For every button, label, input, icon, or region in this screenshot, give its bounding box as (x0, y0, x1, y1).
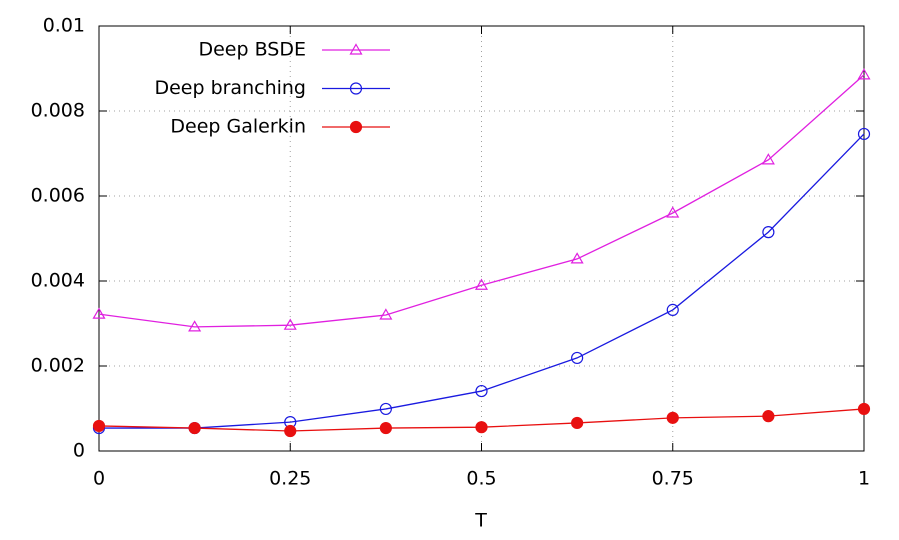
legend-label: Deep Galerkin (170, 116, 306, 138)
marker (475, 421, 488, 434)
plot-frame (98, 25, 865, 452)
marker (857, 68, 871, 80)
marker (857, 402, 871, 416)
x-tick-label: 0.75 (652, 468, 694, 490)
marker (762, 410, 775, 423)
y-tick-label: 0.002 (31, 355, 85, 377)
y-tick-label: 0.004 (31, 270, 85, 292)
marker (666, 206, 680, 218)
marker (92, 307, 106, 319)
legend-label: Deep BSDE (198, 39, 306, 61)
y-tick-label: 0.006 (31, 185, 85, 207)
x-tick-label: 0.25 (269, 468, 311, 490)
marker (666, 411, 679, 424)
marker (666, 303, 679, 316)
series-line (98, 74, 865, 328)
marker (379, 421, 392, 435)
marker (857, 127, 871, 141)
y-tick-label: 0.008 (31, 100, 85, 122)
legend-label: Deep branching (154, 77, 306, 99)
legend-marker (349, 120, 363, 134)
marker (571, 351, 584, 365)
marker (762, 226, 775, 239)
marker (571, 416, 584, 430)
marker (570, 252, 584, 264)
x-tick-label: 0.5 (466, 468, 496, 490)
legend-marker (349, 82, 363, 95)
legend-marker (349, 43, 363, 55)
marker (474, 278, 489, 290)
series-line (99, 133, 865, 429)
marker (283, 318, 297, 330)
marker (188, 320, 202, 332)
marker (379, 402, 392, 416)
y-tick-label: 0 (73, 440, 85, 462)
marker (379, 308, 393, 320)
x-axis-label: T (474, 510, 487, 532)
x-tick-label: 0 (93, 468, 105, 490)
marker (284, 424, 297, 438)
marker (92, 419, 106, 433)
y-tick-label: 0.01 (43, 15, 85, 37)
x-tick-label: 1 (858, 468, 870, 490)
marker (188, 421, 201, 435)
marker (761, 153, 775, 165)
marker (475, 384, 488, 398)
